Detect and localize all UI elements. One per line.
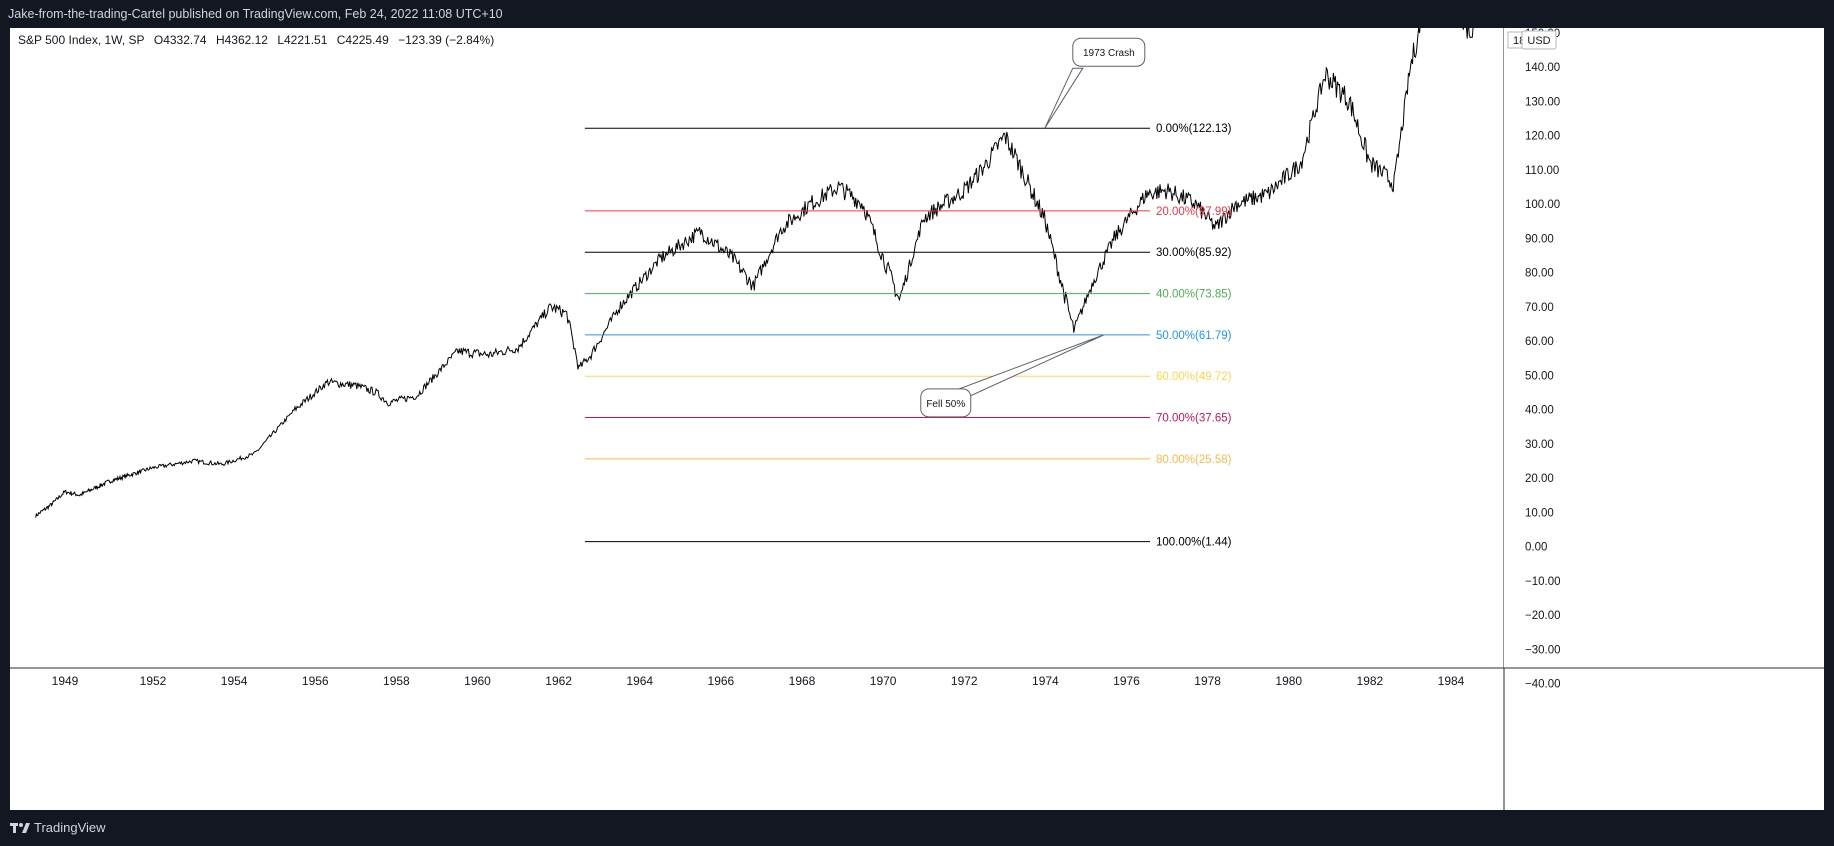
fib-level-label: 40.00%(73.85) [1156, 289, 1232, 301]
legend-symbol: S&P 500 Index, 1W, SP [18, 33, 145, 47]
fib-level-label: 30.00%(85.92) [1156, 247, 1232, 259]
tradingview-logo-icon [10, 823, 30, 833]
y-tick-label: 0.00 [1525, 542, 1547, 554]
x-tick-label: 1956 [302, 674, 329, 688]
chart-frame[interactable]: −40.00 −30.00 −20.00 −10.00 0.00 10.00 20.00 30… [10, 28, 1824, 810]
fib-level-label: 70.00%(37.65) [1156, 413, 1232, 425]
x-tick-label: 1978 [1194, 674, 1221, 688]
y-tick-label: 90.00 [1525, 233, 1554, 245]
fib-level-label: 80.00%(25.58) [1156, 454, 1232, 466]
fib-level-label: 100.00%(1.44) [1156, 537, 1232, 549]
y-tick-label: −40.00 [1525, 679, 1561, 691]
legend-high: H4362.12 [215, 33, 268, 47]
y-tick-label: 30.00 [1525, 439, 1554, 451]
x-tick-label: 1958 [383, 674, 410, 688]
x-tick-label: 1970 [870, 674, 897, 688]
price-series-line[interactable] [35, 28, 1504, 518]
y-tick-label: 120.00 [1525, 131, 1560, 143]
x-tick-label: 1949 [52, 674, 79, 688]
price-chart[interactable]: −40.00 −30.00 −20.00 −10.00 0.00 10.00 20.00 30… [10, 28, 1824, 810]
y-tick-label: 10.00 [1525, 507, 1554, 519]
x-tick-label: 1980 [1275, 674, 1302, 688]
callout-pointer [952, 334, 1104, 400]
y-tick-label: 40.00 [1525, 405, 1554, 417]
y-tick-label: 70.00 [1525, 302, 1554, 314]
symbol-legend: S&P 500 Index, 1W, SP O4332.74 H4362.12 … [18, 33, 500, 47]
y-tick-label: 110.00 [1525, 165, 1559, 177]
currency-badge[interactable] [1521, 30, 1557, 50]
y-tick-label: 20.00 [1525, 473, 1554, 485]
x-tick-label: 1960 [464, 674, 491, 688]
fib-level-label: 20.00%(97.99) [1156, 206, 1232, 218]
footer-bar: TradingView [0, 810, 1834, 846]
legend-close: C4225.49 [336, 33, 389, 47]
x-tick-label: 1972 [951, 674, 978, 688]
x-tick-label: 1974 [1032, 674, 1059, 688]
callout-box[interactable] [1072, 37, 1146, 67]
y-tick-label: 100.00 [1525, 199, 1560, 211]
publish-line: Jake-from-the-trading-Cartel published o… [8, 7, 503, 21]
y-tick-label: 130.00 [1525, 96, 1560, 108]
x-tick-label: 1982 [1357, 674, 1384, 688]
legend-low: L4221.51 [277, 33, 328, 47]
x-tick-label: 1976 [1113, 674, 1140, 688]
y-tick-label: −20.00 [1525, 610, 1561, 622]
tradingview-logo[interactable]: TradingView [10, 820, 106, 836]
fib-level-label: 60.00%(49.72) [1156, 371, 1232, 383]
callout-box[interactable] [920, 388, 972, 418]
callout-fell-50-text: Fell 50% [926, 399, 965, 410]
fib-level-label: 50.00%(61.79) [1156, 330, 1232, 342]
y-tick-label: 140.00 [1525, 62, 1560, 74]
y-tick-label: 50.00 [1525, 370, 1554, 382]
x-tick-label: 1962 [545, 674, 572, 688]
y-tick-label: −30.00 [1525, 644, 1561, 656]
legend-open: O4332.74 [153, 33, 207, 47]
x-tick-label: 1964 [626, 674, 653, 688]
callout-1973-crash-text: 1973 Crash [1083, 48, 1135, 59]
y-tick-label: 80.00 [1525, 268, 1554, 280]
x-tick-label: 1984 [1438, 674, 1465, 688]
callout-pointer [1044, 67, 1084, 129]
x-tick-label: 1954 [221, 674, 248, 688]
legend-change: −123.39 (−2.84%) [398, 33, 495, 47]
y-tick-label: −10.00 [1525, 576, 1561, 588]
x-tick-label: 1966 [708, 674, 735, 688]
currency-badge-text: USD [1527, 35, 1550, 47]
x-tick-label: 1952 [140, 674, 167, 688]
tradingview-brand: TradingView [34, 820, 106, 835]
x-tick-label: 1968 [789, 674, 816, 688]
price-scale-background [1504, 28, 1824, 668]
publish-header: Jake-from-the-trading-Cartel published o… [0, 0, 1834, 28]
fib-level-label: 0.00%(122.13) [1156, 123, 1232, 135]
y-tick-label: 60.00 [1525, 336, 1554, 348]
